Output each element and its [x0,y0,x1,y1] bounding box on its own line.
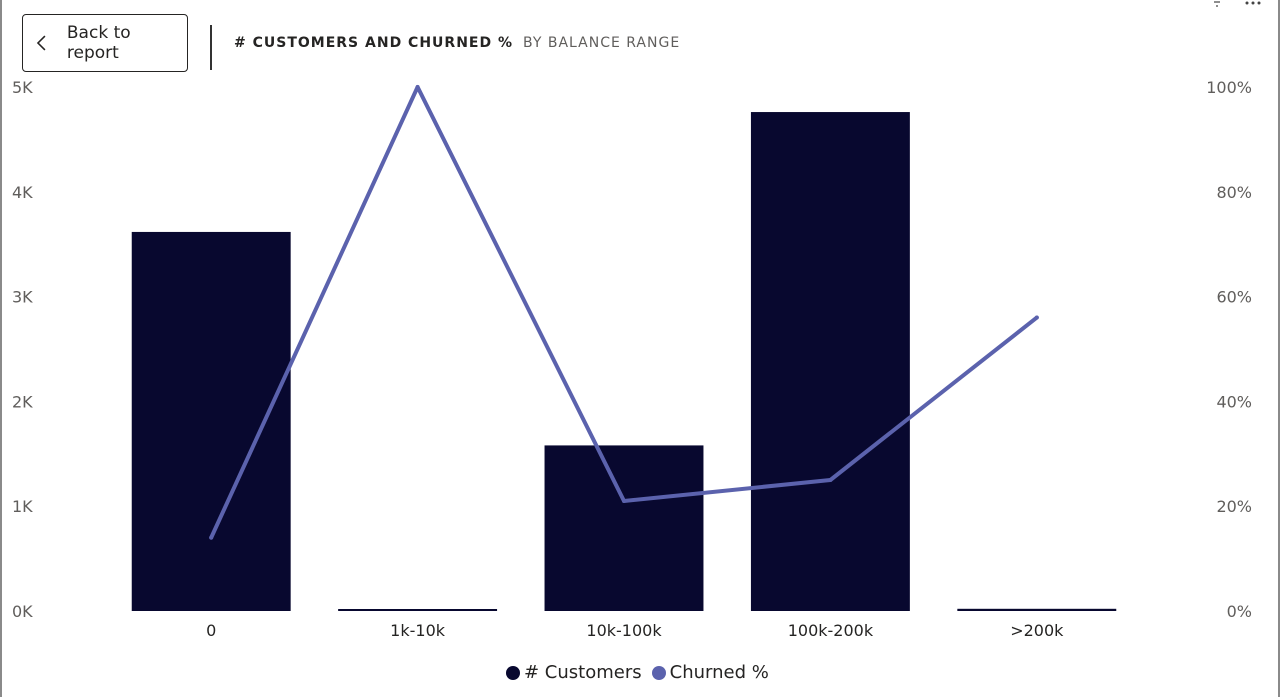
x-tick-label: 0 [206,621,216,640]
bar [957,608,1117,611]
line-point [415,85,420,89]
frame-border-right [1278,0,1280,697]
bar [131,231,291,611]
y-right-tick-label: 60% [1216,288,1252,307]
bar [750,112,910,611]
y-right-tick-label: 0% [1227,602,1252,621]
chart-subtitle: BY BALANCE RANGE [523,35,681,51]
y-right-tick-label: 80% [1216,183,1252,202]
more-options-icon[interactable] [1244,0,1262,8]
x-tick-label: 10k-100k [586,621,662,640]
legend-swatch-customers [506,665,520,680]
bar [338,609,498,611]
header-divider [210,25,212,70]
line-point [622,498,626,503]
legend: # Customers Churned % [506,662,769,683]
y-right-tick-label: 40% [1216,392,1252,411]
y-left-tick-label: 5K [12,78,33,97]
line-point [1034,315,1039,320]
back-button-label: Back to report [66,23,131,63]
x-tick-label: >200k [1010,621,1064,640]
y-left-tick-label: 1K [12,497,33,516]
legend-label-customers: # Customers [524,662,642,683]
y-left-tick-label: 2K [12,392,33,411]
y-right-tick-label: 100% [1206,78,1252,97]
y-left-tick-label: 3K [12,288,33,307]
legend-label-churned: Churned % [669,662,769,683]
legend-swatch-churned [651,665,666,680]
line-point [828,478,833,482]
chevron-left-icon [36,35,46,51]
line-point [209,535,214,540]
frame-border-left [0,0,2,697]
y-right-tick-label: 20% [1216,497,1252,516]
y-left-tick-label: 4K [12,183,33,202]
x-tick-label: 100k-200k [788,621,874,640]
x-tick-label: 1k-10k [390,621,446,640]
chart-title: # CUSTOMERS AND CHURNED % [234,35,514,51]
filter-icon[interactable] [1208,0,1226,8]
y-left-tick-label: 0K [12,602,33,621]
bar [544,445,704,611]
legend-item-customers[interactable]: # Customers [506,662,642,683]
legend-item-churned[interactable]: Churned % [651,662,769,683]
back-to-report-button[interactable]: Back to report [22,14,188,72]
